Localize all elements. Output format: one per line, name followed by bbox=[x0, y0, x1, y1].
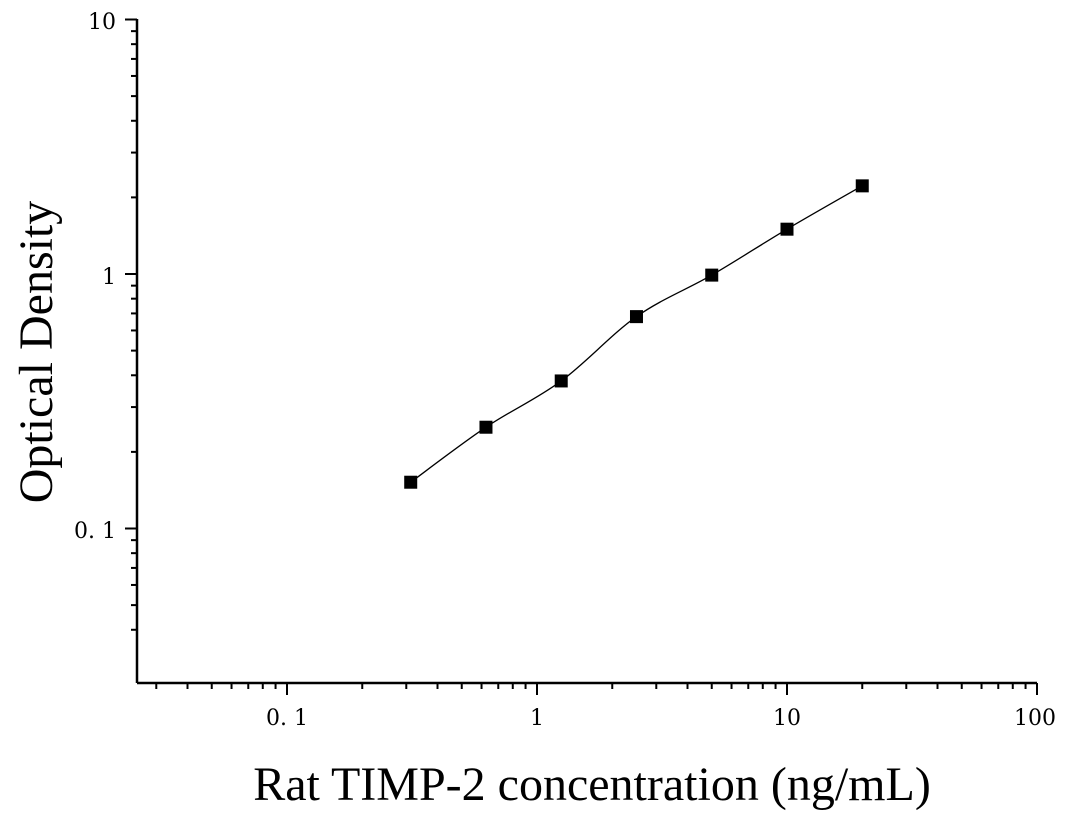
x-axis-title: Rat TIMP-2 concentration (ng/mL) bbox=[253, 758, 931, 811]
minor-ticks bbox=[131, 30, 1027, 689]
y-tick-label-10: 10 bbox=[88, 10, 116, 35]
data-point-square bbox=[705, 268, 719, 282]
fit-curve bbox=[410, 185, 863, 483]
y-tick-label-1: 1 bbox=[102, 265, 116, 290]
data-point-square bbox=[404, 475, 418, 489]
data-point-square bbox=[780, 222, 794, 236]
x-tick-label-10: 10 bbox=[773, 706, 801, 731]
x-tick-label-1: 1 bbox=[530, 706, 544, 731]
y-tick-label-0.1: 0. 1 bbox=[74, 519, 116, 544]
x-tick-label-100: 100 bbox=[1014, 706, 1056, 731]
data-points bbox=[404, 179, 869, 489]
major-ticks bbox=[125, 18, 1038, 695]
data-point-square bbox=[855, 179, 869, 193]
data-point-square bbox=[629, 310, 643, 324]
data-point-square bbox=[554, 374, 568, 388]
y-axis-title: Optical Density bbox=[10, 201, 63, 504]
data-point-square bbox=[479, 420, 493, 434]
x-tick-label-0.1: 0. 1 bbox=[266, 706, 308, 731]
